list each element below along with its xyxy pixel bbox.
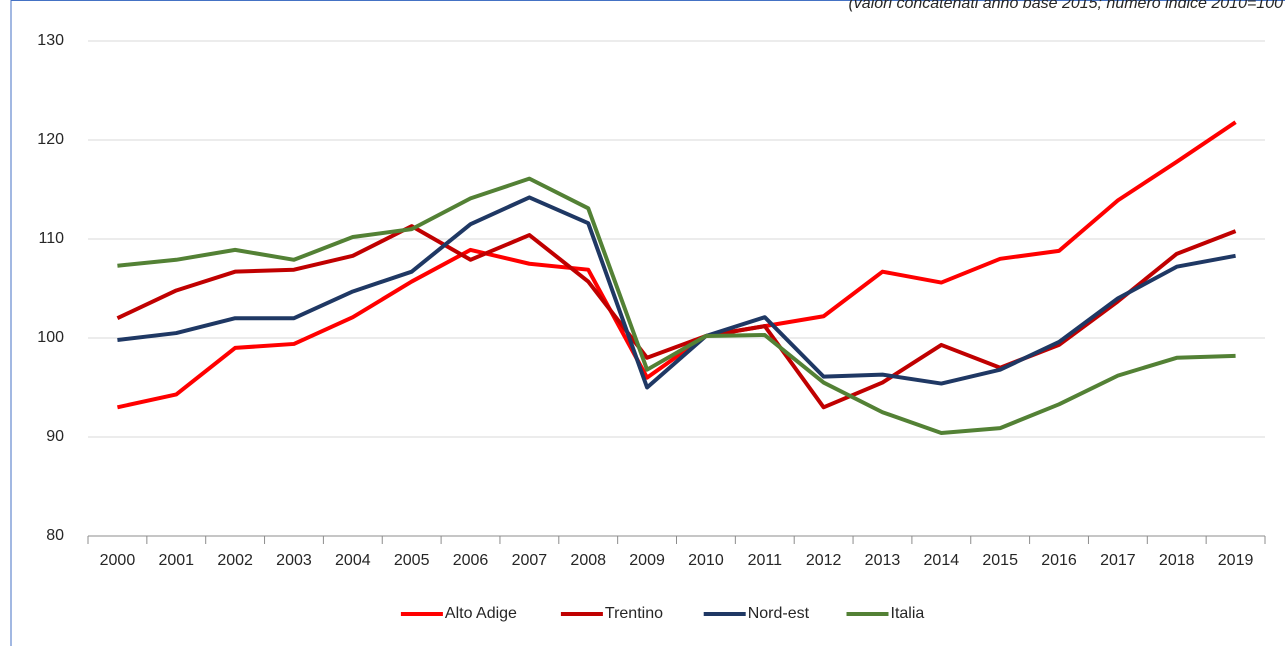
x-tick-label: 2002 — [217, 552, 253, 569]
x-tick-label: 2003 — [276, 552, 312, 569]
x-tick-label: 2018 — [1159, 552, 1195, 569]
series-line — [117, 195, 1236, 390]
y-tick-label: 120 — [37, 131, 64, 148]
x-tick-label: 2012 — [806, 552, 842, 569]
x-tick-label: 2015 — [982, 552, 1018, 569]
x-tick-label: 2019 — [1218, 552, 1254, 569]
legend-label: Nord-est — [748, 605, 810, 622]
x-tick-label: 2010 — [688, 552, 724, 569]
x-tick-label: 2014 — [924, 552, 960, 569]
legend-label: Italia — [891, 605, 925, 622]
x-tick-label: 2007 — [512, 552, 548, 569]
y-tick-label: 110 — [38, 230, 64, 247]
x-tick-label: 2011 — [748, 552, 783, 569]
x-tick-label: 2017 — [1100, 552, 1136, 569]
legend-label: Trentino — [605, 605, 663, 622]
series-line — [117, 176, 1236, 436]
legend-label: Alto Adige — [445, 605, 517, 622]
x-tick-label: 2004 — [335, 552, 371, 569]
x-tick-label: 2001 — [158, 552, 194, 569]
x-tick-label: 2016 — [1041, 552, 1077, 569]
y-tick-label: 80 — [46, 527, 64, 544]
x-tick-label: 2008 — [570, 552, 606, 569]
x-tick-label: 2013 — [865, 552, 901, 569]
chart-subtitle: (valori concatenati anno base 2015; nume… — [848, 0, 1283, 12]
series-line — [116, 120, 1237, 410]
x-tick-label: 2006 — [453, 552, 489, 569]
y-tick-label: 130 — [37, 32, 64, 49]
y-tick-label: 90 — [46, 428, 64, 445]
x-tick-label: 2005 — [394, 552, 430, 569]
x-tick-label: 2009 — [629, 552, 665, 569]
y-tick-label: 100 — [37, 329, 64, 346]
x-tick-label: 2000 — [100, 552, 136, 569]
